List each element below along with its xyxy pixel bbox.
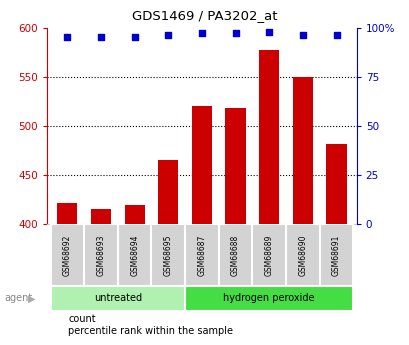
Text: GSM68695: GSM68695 (163, 235, 172, 276)
Bar (84, 224, 117, 286)
Text: count: count (68, 315, 96, 324)
Bar (225, 108, 245, 224)
Text: ▶: ▶ (28, 294, 35, 303)
Bar (319, 224, 353, 286)
Bar (326, 144, 346, 224)
Bar (57, 203, 77, 224)
Bar (184, 286, 353, 310)
Bar (117, 224, 151, 286)
Point (333, 33, 339, 38)
Bar (50, 286, 184, 310)
Point (265, 29, 272, 34)
Text: GDS1469 / PA3202_at: GDS1469 / PA3202_at (132, 9, 277, 22)
Text: GSM68687: GSM68687 (197, 235, 206, 276)
Text: GSM68693: GSM68693 (96, 235, 105, 276)
Bar (151, 224, 184, 286)
Text: untreated: untreated (94, 294, 142, 303)
Text: agent: agent (4, 294, 32, 303)
Text: hydrogen peroxide: hydrogen peroxide (223, 294, 314, 303)
Bar (50, 224, 84, 286)
Bar (124, 205, 144, 224)
Text: GSM68688: GSM68688 (231, 235, 240, 276)
Bar (184, 224, 218, 286)
Point (299, 33, 306, 38)
Text: percentile rank within the sample: percentile rank within the sample (68, 326, 233, 336)
Point (198, 31, 205, 36)
Text: GSM68694: GSM68694 (130, 235, 139, 276)
Text: GSM68689: GSM68689 (264, 235, 273, 276)
Text: GSM68691: GSM68691 (331, 235, 340, 276)
Bar (91, 208, 111, 224)
Bar (158, 160, 178, 224)
Point (97, 35, 104, 40)
Bar (191, 106, 211, 224)
Point (64, 35, 70, 40)
Bar (258, 50, 279, 224)
Bar (292, 77, 312, 224)
Point (164, 33, 171, 38)
Bar (252, 224, 285, 286)
Bar (218, 224, 252, 286)
Point (232, 31, 238, 36)
Text: GSM68690: GSM68690 (298, 235, 307, 276)
Bar (285, 224, 319, 286)
Point (131, 35, 137, 40)
Text: GSM68692: GSM68692 (63, 235, 72, 276)
